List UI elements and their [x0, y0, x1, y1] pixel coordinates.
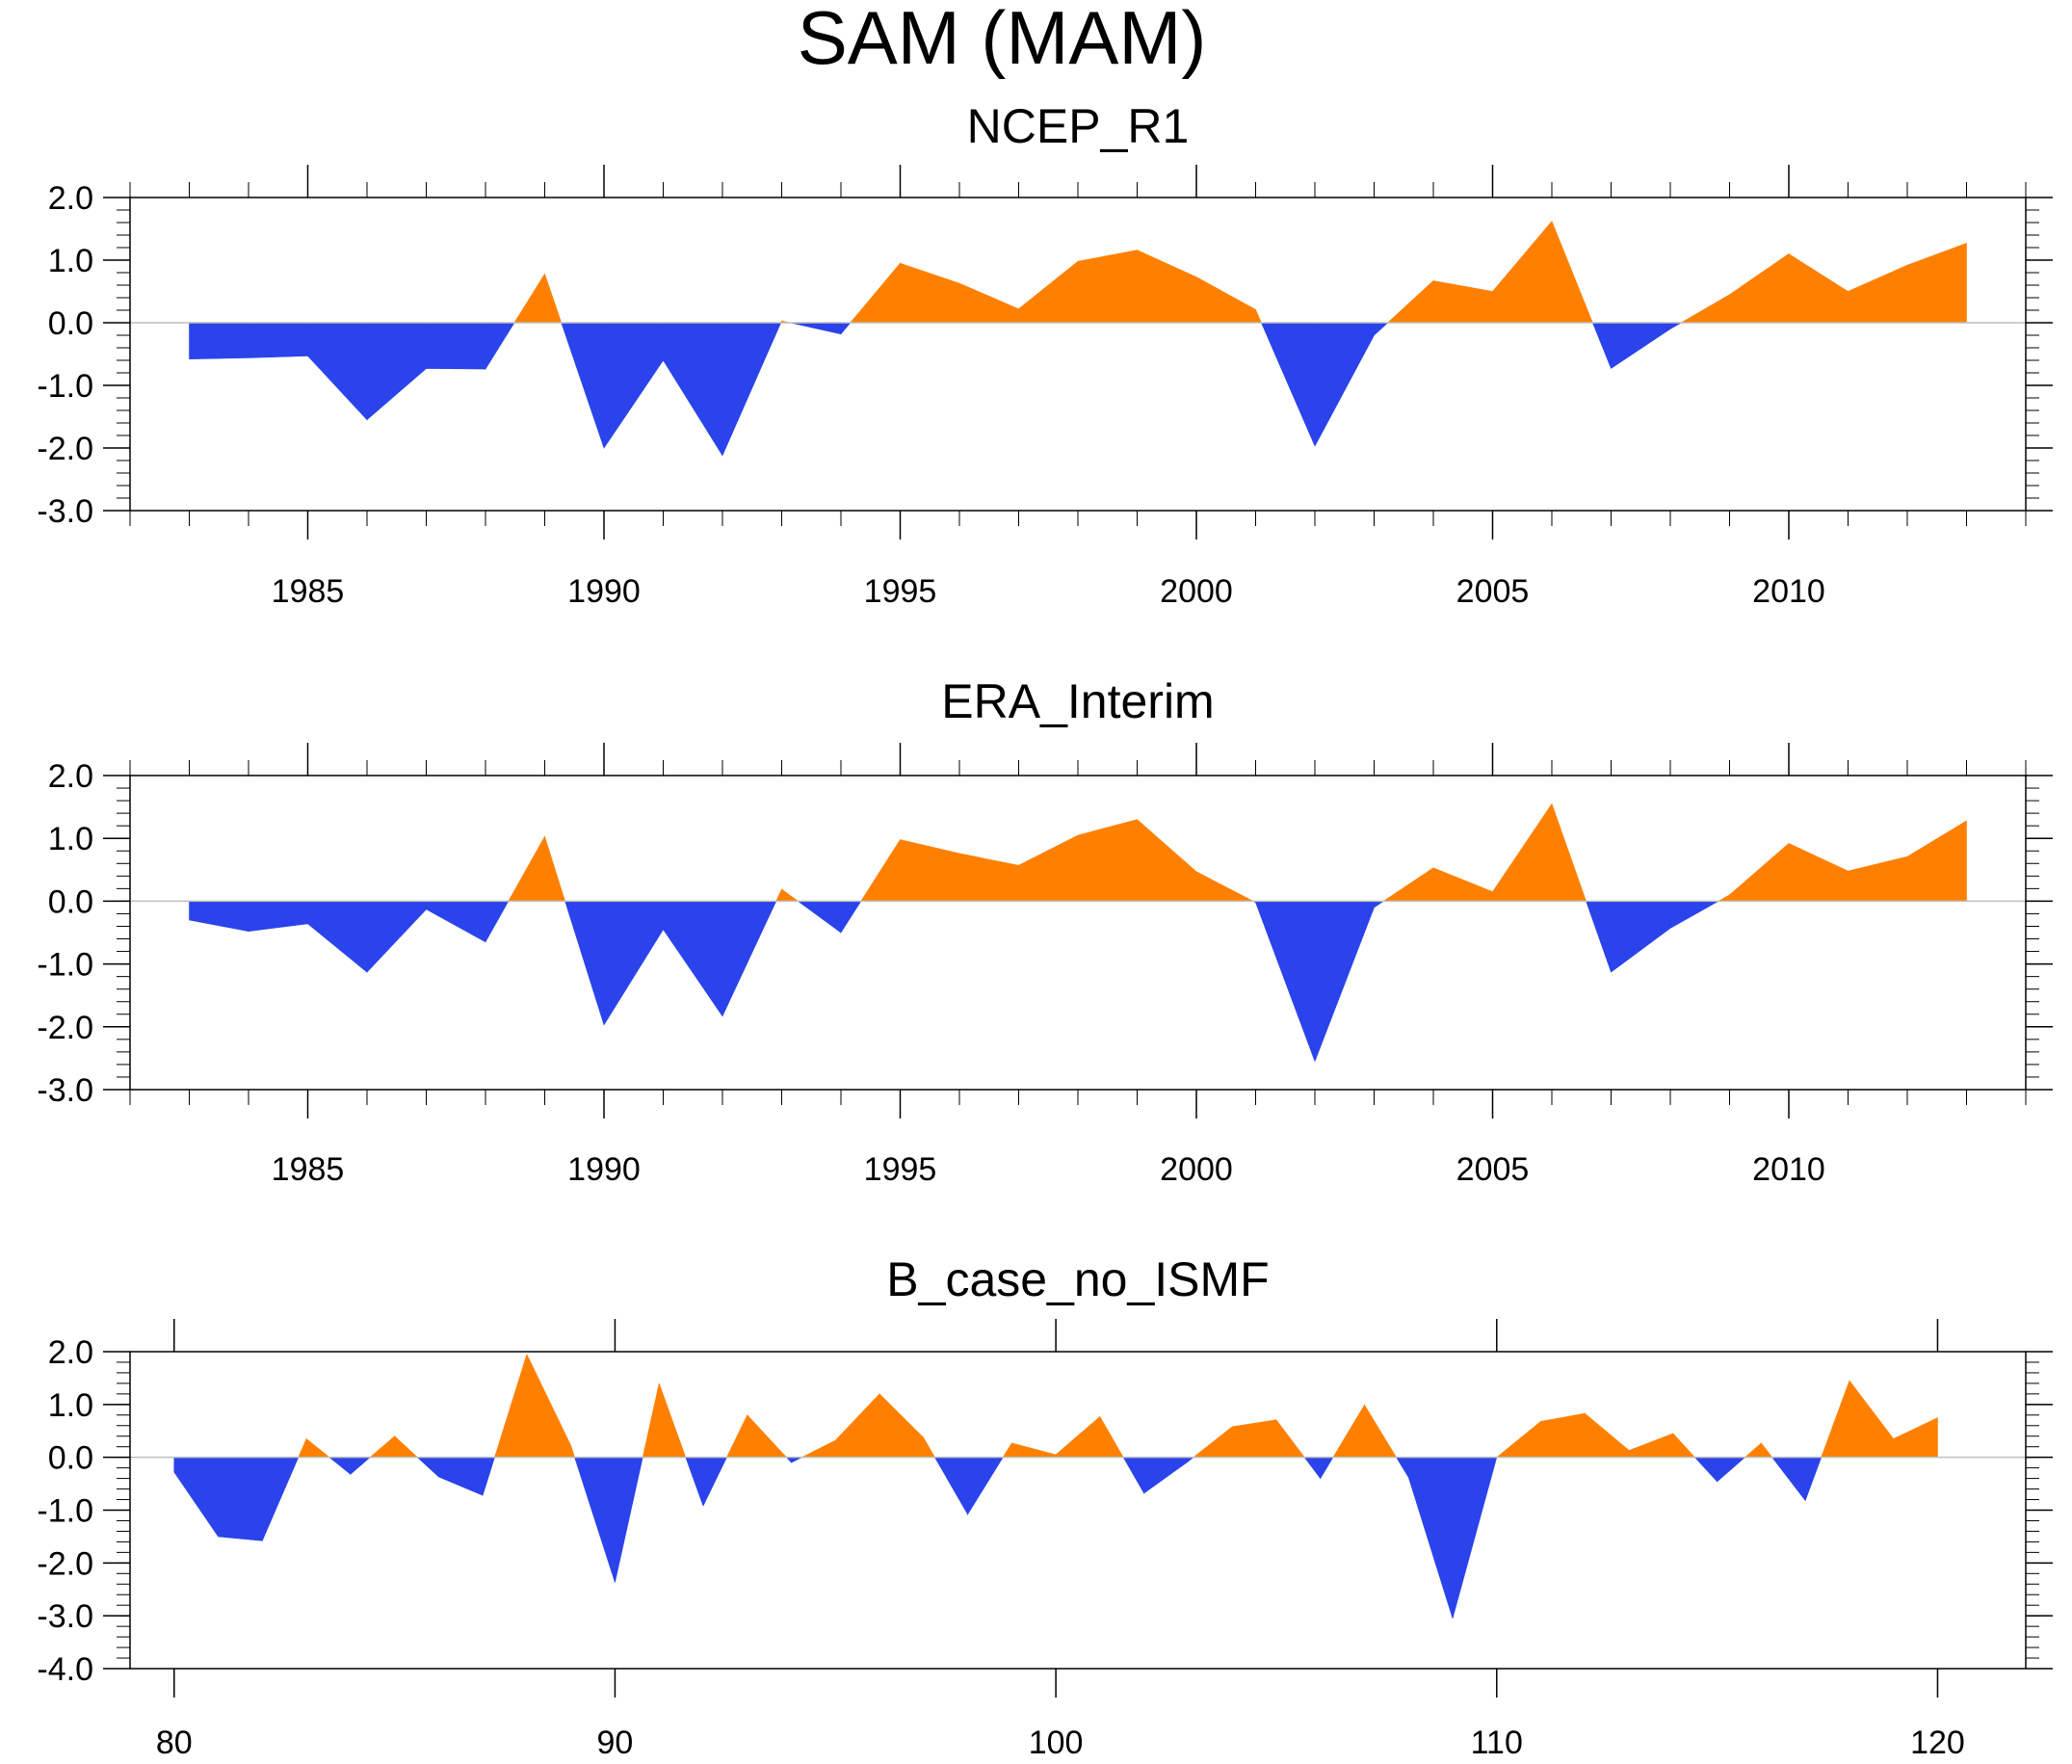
- y-tick-label: 2.0: [48, 180, 93, 217]
- y-tick-label: -3.0: [37, 1598, 93, 1635]
- y-tick-label: -1.0: [37, 368, 93, 405]
- x-tick-label: 2000: [1160, 1151, 1233, 1188]
- main-title: SAM (MAM): [797, 0, 1207, 80]
- y-tick-label: -4.0: [37, 1651, 93, 1688]
- x-tick-label: 1990: [567, 573, 641, 610]
- plot-frame: [129, 1351, 2027, 1670]
- x-tick-label: 1985: [272, 1151, 345, 1188]
- x-tick-label: 100: [1029, 1725, 1084, 1761]
- x-tick-label: 2010: [1752, 573, 1825, 610]
- x-tick-label: 120: [1910, 1725, 1965, 1761]
- y-tick-label: 1.0: [48, 1387, 93, 1424]
- x-tick-label: 2000: [1160, 573, 1233, 610]
- x-tick-label: 2005: [1456, 573, 1530, 610]
- y-tick-label: 0.0: [48, 1440, 93, 1477]
- panel-title: NCEP_R1: [967, 99, 1190, 153]
- y-tick-label: -1.0: [37, 1493, 93, 1530]
- x-tick-label: 90: [597, 1725, 634, 1761]
- negative-area: [173, 1457, 1823, 1619]
- y-tick-label: -2.0: [37, 431, 93, 467]
- y-tick-label: -3.0: [37, 1072, 93, 1109]
- y-tick-label: 2.0: [48, 1334, 93, 1371]
- y-tick-label: -2.0: [37, 1010, 93, 1046]
- x-tick-label: 1985: [272, 573, 345, 610]
- panel-3: B_case_no_ISMF -4.0 -3.0 -2.0 -1.0 0.0 1.0 2.0 8…: [37, 1252, 2053, 1761]
- y-tick-label: 2.0: [48, 758, 93, 795]
- plot-frame: [129, 775, 2027, 1091]
- panel-title: B_case_no_ISMF: [886, 1252, 1269, 1306]
- y-tick-label: -2.0: [37, 1545, 93, 1582]
- negative-area: [189, 322, 1683, 457]
- y-tick-label: -1.0: [37, 947, 93, 984]
- x-tick-label: 1990: [567, 1151, 641, 1188]
- x-tick-label: 80: [156, 1725, 193, 1761]
- x-tick-label: 1995: [864, 573, 937, 610]
- x-tick-label: 1995: [864, 1151, 937, 1188]
- x-tick-label: 110: [1471, 1725, 1523, 1761]
- positive-area: [508, 803, 1967, 902]
- y-tick-label: 0.0: [48, 305, 93, 342]
- negative-area: [189, 901, 1720, 1062]
- positive-area: [298, 1354, 1938, 1458]
- y-tick-label: 1.0: [48, 243, 93, 279]
- positive-area: [513, 220, 1967, 324]
- panel-1: NCEP_R1 -3.0 -2.0 -1.0 0.0 1.0 2.0 1985 1990 1995…: [37, 99, 2053, 610]
- y-tick-label: -3.0: [37, 493, 93, 530]
- x-tick-label: 2010: [1752, 1151, 1825, 1188]
- panel-title: ERA_Interim: [941, 674, 1214, 728]
- y-tick-label: 0.0: [48, 883, 93, 920]
- y-tick-label: 1.0: [48, 821, 93, 857]
- panel-2: ERA_Interim -3.0 -2.0 -1.0 0.0 1.0 2.0 1985 1990…: [37, 674, 2053, 1188]
- x-tick-label: 2005: [1456, 1151, 1530, 1188]
